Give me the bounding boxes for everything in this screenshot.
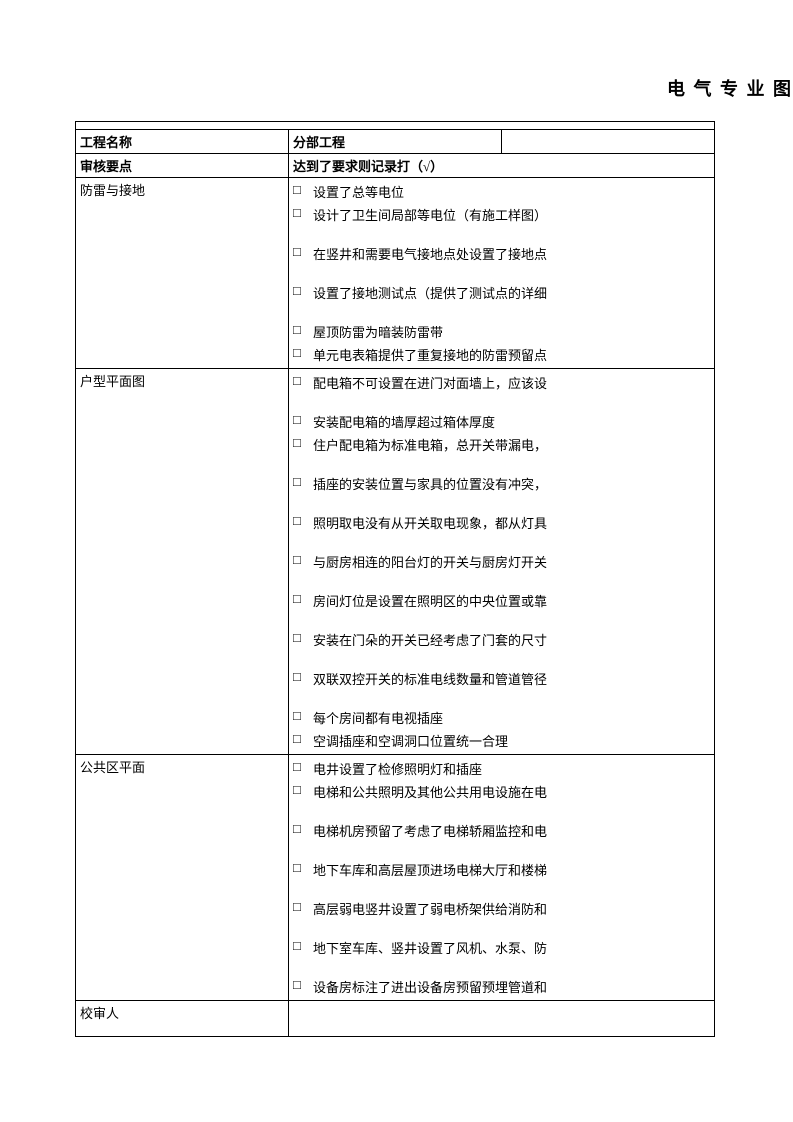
checklist-item: □安装在门朵的开关已经考虑了门套的尺寸 (293, 628, 710, 651)
checklist-item-text: 安装在门朵的开关已经考虑了门套的尺寸 (313, 630, 710, 649)
checkbox-icon[interactable]: □ (293, 669, 313, 685)
checklist-item-text: 空调插座和空调洞口位置统一合理 (313, 731, 710, 750)
checklist-item: □空调插座和空调洞口位置统一合理 (293, 729, 710, 752)
checklist-item: □电井设置了检修照明灯和插座 (293, 757, 710, 780)
checklist-item: □屋顶防雷为暗装防雷带 (293, 320, 710, 343)
checklist-item: □房间灯位是设置在照明区的中央位置或靠 (293, 589, 710, 612)
header-row-2: 审核要点 达到了要求则记录打（√） (76, 154, 715, 178)
checklist-item-text: 电梯机房预留了考虑了电梯轿厢监控和电 (313, 821, 710, 840)
checklist-item-text: 电梯和公共照明及其他公共用电设施在电 (313, 782, 710, 801)
checklist-item: □在竖井和需要电气接地点处设置了接地点 (293, 242, 710, 265)
checklist-item: □电梯和公共照明及其他公共用电设施在电 (293, 780, 710, 803)
checklist-item: □配电箱不可设置在进门对面墙上，应该设 (293, 371, 710, 394)
checkbox-icon[interactable]: □ (293, 373, 313, 389)
checkbox-icon[interactable]: □ (293, 513, 313, 529)
section-row: 防雷与接地□设置了总等电位□设计了卫生间局部等电位（有施工样图）□在竖井和需要电… (76, 178, 715, 369)
checklist-item-text: 每个房间都有电视插座 (313, 708, 710, 727)
checkbox-icon[interactable]: □ (293, 977, 313, 993)
checklist-item: □与厨房相连的阳台灯的开关与厨房灯开关 (293, 550, 710, 573)
checkbox-icon[interactable]: □ (293, 412, 313, 428)
section-category: 户型平面图 (76, 369, 289, 755)
checklist-item: □地下车库和高层屋顶进场电梯大厅和楼梯 (293, 858, 710, 881)
sub-project-value (502, 130, 715, 154)
checklist-item: □设置了总等电位 (293, 180, 710, 203)
checklist-item: □插座的安装位置与家具的位置没有冲突， (293, 472, 710, 495)
checklist-item-text: 设置了接地测试点（提供了测试点的详细 (313, 283, 710, 302)
checklist-item: □设备房标注了进出设备房预留预埋管道和 (293, 975, 710, 998)
checklist-item: □住户配电箱为标准电箱，总开关带漏电， (293, 433, 710, 456)
checkbox-icon[interactable]: □ (293, 591, 313, 607)
review-table: 工程名称 分部工程 审核要点 达到了要求则记录打（√） 防雷与接地□设置了总等电… (75, 121, 715, 1037)
checkbox-icon[interactable]: □ (293, 821, 313, 837)
reviewer-value (289, 1001, 715, 1037)
section-items: □电井设置了检修照明灯和插座□电梯和公共照明及其他公共用电设施在电□电梯机房预留… (289, 755, 715, 1001)
checklist-item: □设置了接地测试点（提供了测试点的详细 (293, 281, 710, 304)
checklist-item-text: 在竖井和需要电气接地点处设置了接地点 (313, 244, 710, 263)
checklist-item-text: 电井设置了检修照明灯和插座 (313, 759, 710, 778)
checklist-item-text: 屋顶防雷为暗装防雷带 (313, 322, 710, 341)
checklist-item-text: 设置了总等电位 (313, 182, 710, 201)
checkbox-icon[interactable]: □ (293, 860, 313, 876)
checkbox-icon[interactable]: □ (293, 782, 313, 798)
checklist-item: □每个房间都有电视插座 (293, 706, 710, 729)
checklist-item: □高层弱电竖井设置了弱电桥架供给消防和 (293, 897, 710, 920)
checklist-item: □安装配电箱的墙厚超过箱体厚度 (293, 410, 710, 433)
checkbox-icon[interactable]: □ (293, 182, 313, 198)
checkbox-icon[interactable]: □ (293, 899, 313, 915)
record-label: 达到了要求则记录打（√） (289, 154, 715, 178)
checklist-item-text: 地下车库和高层屋顶进场电梯大厅和楼梯 (313, 860, 710, 879)
checklist-item-text: 设计了卫生间局部等电位（有施工样图） (313, 205, 710, 224)
checkbox-icon[interactable]: □ (293, 205, 313, 221)
project-name-label: 工程名称 (76, 130, 289, 154)
checkbox-icon[interactable]: □ (293, 244, 313, 260)
checklist-item: □电梯机房预留了考虑了电梯轿厢监控和电 (293, 819, 710, 842)
checklist-item-text: 照明取电没有从开关取电现象，都从灯具 (313, 513, 710, 532)
checklist-item-text: 设备房标注了进出设备房预留预埋管道和 (313, 977, 710, 996)
checkbox-icon[interactable]: □ (293, 708, 313, 724)
checklist-item-text: 与厨房相连的阳台灯的开关与厨房灯开关 (313, 552, 710, 571)
checklist-item: □照明取电没有从开关取电现象，都从灯具 (293, 511, 710, 534)
checkbox-icon[interactable]: □ (293, 552, 313, 568)
checklist-item-text: 插座的安装位置与家具的位置没有冲突， (313, 474, 710, 493)
section-items: □设置了总等电位□设计了卫生间局部等电位（有施工样图）□在竖井和需要电气接地点处… (289, 178, 715, 369)
checklist-item: □双联双控开关的标准电线数量和管道管径 (293, 667, 710, 690)
doc-title: 电 气 专 业 图 (75, 75, 793, 101)
checklist-item-text: 配电箱不可设置在进门对面墙上，应该设 (313, 373, 710, 392)
section-row: 公共区平面□电井设置了检修照明灯和插座□电梯和公共照明及其他公共用电设施在电□电… (76, 755, 715, 1001)
reviewer-label: 校审人 (76, 1001, 289, 1037)
checkbox-icon[interactable]: □ (293, 938, 313, 954)
checklist-item-text: 房间灯位是设置在照明区的中央位置或靠 (313, 591, 710, 610)
section-row: 户型平面图□配电箱不可设置在进门对面墙上，应该设□安装配电箱的墙厚超过箱体厚度□… (76, 369, 715, 755)
checklist-item: □单元电表箱提供了重复接地的防雷预留点 (293, 343, 710, 366)
sub-project-label: 分部工程 (289, 130, 502, 154)
checkbox-icon[interactable]: □ (293, 731, 313, 747)
checkbox-icon[interactable]: □ (293, 630, 313, 646)
checklist-item: □设计了卫生间局部等电位（有施工样图） (293, 203, 710, 226)
checklist-item-text: 双联双控开关的标准电线数量和管道管径 (313, 669, 710, 688)
checklist-item: □地下室车库、竖井设置了风机、水泵、防 (293, 936, 710, 959)
section-items: □配电箱不可设置在进门对面墙上，应该设□安装配电箱的墙厚超过箱体厚度□住户配电箱… (289, 369, 715, 755)
checklist-item-text: 地下室车库、竖井设置了风机、水泵、防 (313, 938, 710, 957)
checkbox-icon[interactable]: □ (293, 435, 313, 451)
checklist-item-text: 高层弱电竖井设置了弱电桥架供给消防和 (313, 899, 710, 918)
checkbox-icon[interactable]: □ (293, 345, 313, 361)
checkbox-icon[interactable]: □ (293, 759, 313, 775)
section-category: 防雷与接地 (76, 178, 289, 369)
spacer-row (76, 122, 715, 130)
checklist-item-text: 安装配电箱的墙厚超过箱体厚度 (313, 412, 710, 431)
checkbox-icon[interactable]: □ (293, 474, 313, 490)
review-points-label: 审核要点 (76, 154, 289, 178)
header-row-1: 工程名称 分部工程 (76, 130, 715, 154)
checkbox-icon[interactable]: □ (293, 283, 313, 299)
footer-row: 校审人 (76, 1001, 715, 1037)
checkbox-icon[interactable]: □ (293, 322, 313, 338)
section-category: 公共区平面 (76, 755, 289, 1001)
checklist-item-text: 住户配电箱为标准电箱，总开关带漏电， (313, 435, 710, 454)
checklist-item-text: 单元电表箱提供了重复接地的防雷预留点 (313, 345, 710, 364)
